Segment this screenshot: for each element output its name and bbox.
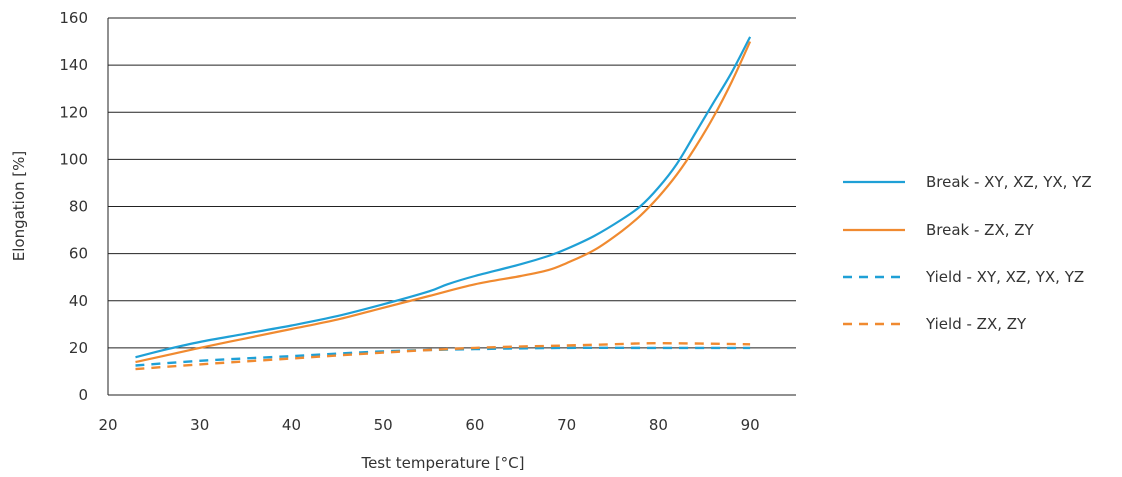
legend-label-3: Yield - XY, XZ, YX, YZ bbox=[925, 268, 1084, 286]
x-tick-label: 60 bbox=[465, 416, 484, 434]
y-tick-label: 40 bbox=[69, 292, 88, 310]
y-tick-label: 160 bbox=[59, 9, 88, 27]
series-line-2 bbox=[135, 41, 752, 364]
legend: Break - XY, XZ, YX, YZ Break - ZX, ZY Yiel… bbox=[843, 173, 1092, 333]
y-tick-label: 20 bbox=[69, 339, 88, 357]
y-axis-ticks: 0 20 40 60 80 100 120 140 160 bbox=[59, 9, 88, 404]
x-tick-label: 80 bbox=[649, 416, 668, 434]
y-tick-label: 80 bbox=[69, 198, 88, 216]
y-tick-label: 120 bbox=[59, 103, 88, 121]
series-lines bbox=[135, 36, 752, 371]
legend-label-2: Break - ZX, ZY bbox=[926, 221, 1035, 239]
legend-label-4: Yield - ZX, ZY bbox=[925, 315, 1027, 333]
series-line-3 bbox=[135, 346, 751, 367]
gridlines bbox=[107, 17, 796, 396]
x-axis-ticks: 20 30 40 50 60 70 80 90 bbox=[98, 416, 759, 434]
x-tick-label: 20 bbox=[98, 416, 117, 434]
x-tick-label: 90 bbox=[741, 416, 760, 434]
x-tick-label: 50 bbox=[374, 416, 393, 434]
x-axis-title: Test temperature [°C] bbox=[360, 454, 524, 472]
y-tick-label: 60 bbox=[69, 245, 88, 263]
y-tick-label: 0 bbox=[78, 386, 88, 404]
y-tick-label: 100 bbox=[59, 150, 88, 168]
y-tick-label: 140 bbox=[59, 56, 88, 74]
series-line-4 bbox=[135, 342, 751, 371]
x-tick-label: 40 bbox=[282, 416, 301, 434]
series-line-1 bbox=[135, 36, 752, 359]
y-axis-title: Elongation [%] bbox=[10, 151, 28, 262]
legend-label-1: Break - XY, XZ, YX, YZ bbox=[926, 173, 1092, 191]
x-tick-label: 30 bbox=[190, 416, 209, 434]
x-tick-label: 70 bbox=[557, 416, 576, 434]
